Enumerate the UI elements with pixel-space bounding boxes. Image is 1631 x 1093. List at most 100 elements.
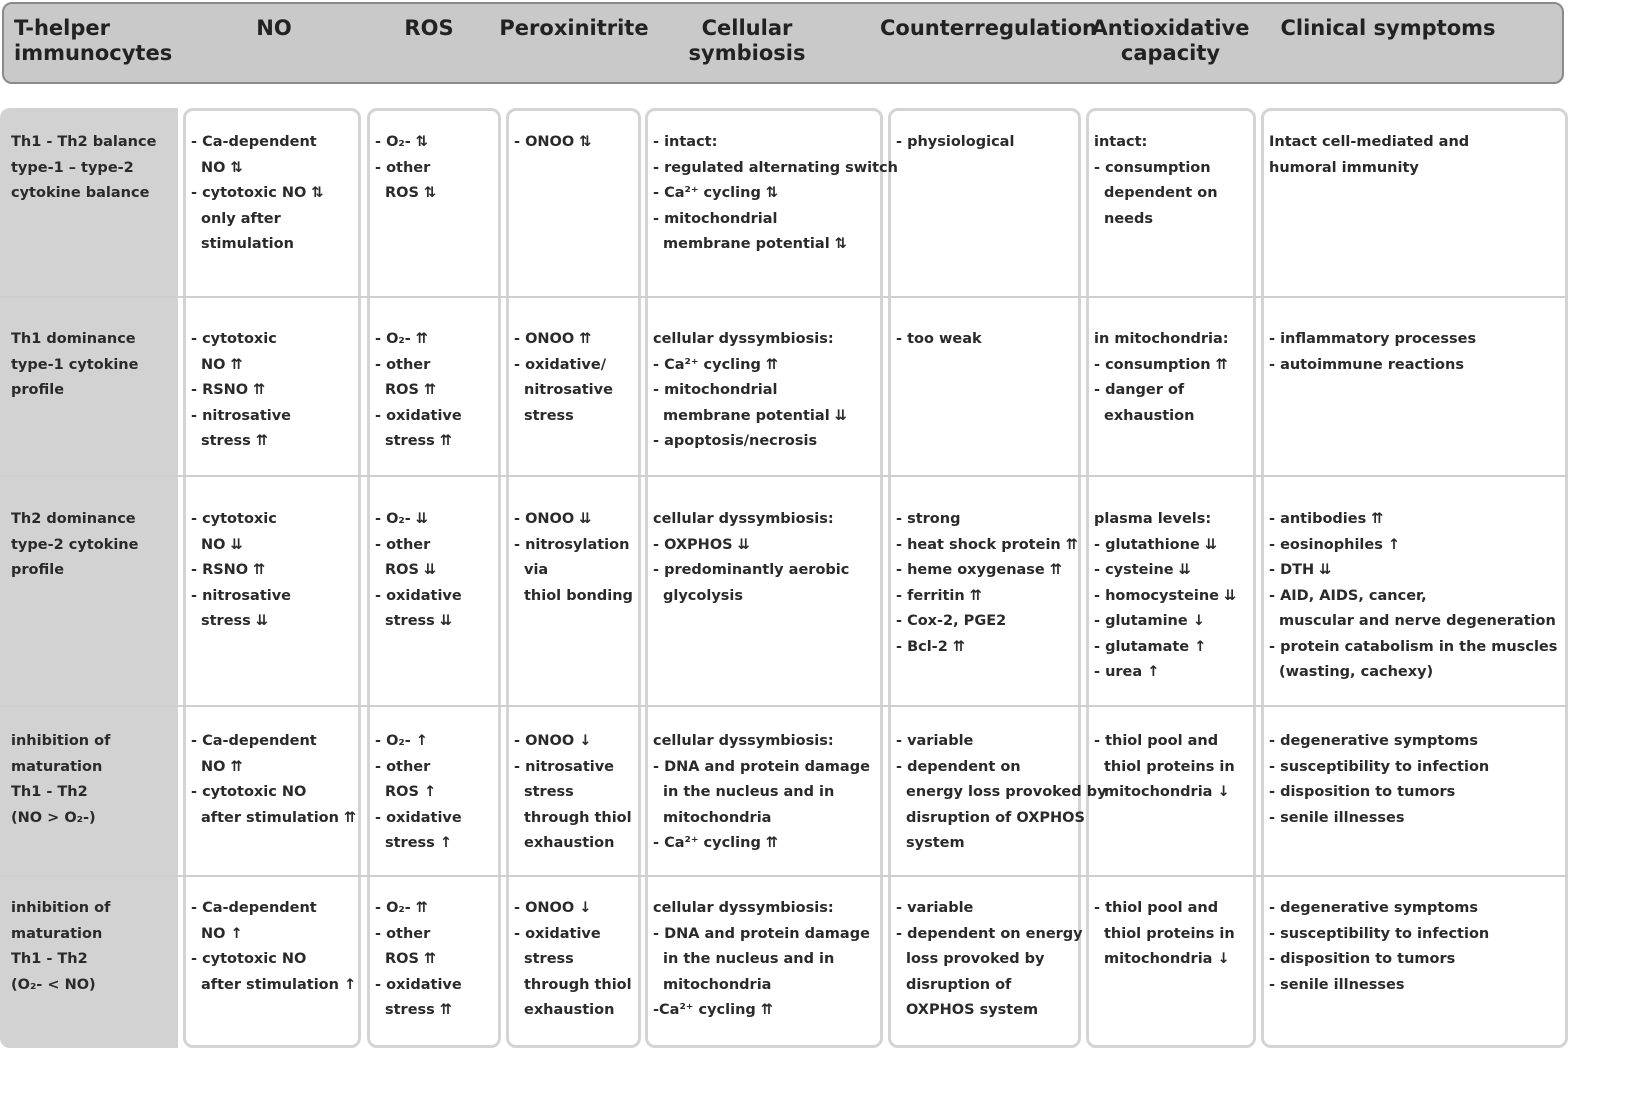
cell-line: type-1 cytokine: [11, 356, 139, 373]
cell-line: - RSNO ⇈: [191, 562, 266, 578]
cell-line: - protein catabolism in the muscles: [1269, 638, 1558, 655]
cell-line: mitochondria ↓: [1104, 951, 1230, 967]
cell-line: - mitochondrial: [653, 382, 778, 398]
cell-line: - senile illnesses: [1269, 976, 1405, 993]
cell-line: - other: [375, 159, 431, 176]
header-cellular-symbiosis: Cellular symbiosis: [647, 16, 847, 66]
cell-line: exhaustion: [524, 835, 615, 851]
cell-line: - variable: [896, 900, 974, 916]
cell-line: - too weak: [896, 331, 982, 347]
cell-line: stress: [524, 784, 574, 800]
cell-line: NO ⇊: [201, 536, 243, 553]
cell-counterregulation: - too weak: [896, 327, 982, 353]
cell-line: - O₂- ↑: [375, 733, 428, 749]
cell-line: - apoptosis/necrosis: [653, 433, 818, 449]
table-header: T-helper immunocytes NO ROS Peroxinitrite Cel…: [2, 2, 1564, 84]
header-no: NO: [185, 16, 363, 41]
cell-line: - oxidative: [375, 809, 462, 826]
cell-line: ROS ↑: [385, 784, 437, 800]
cell-line: - eosinophiles ↑: [1269, 536, 1401, 553]
cell-line: maturation: [11, 925, 103, 942]
header-antioxidative-capacity: Antioxidative capacity: [1088, 16, 1253, 66]
cell-cellular-symbiosis: cellular dyssymbiosis: - DNA and protein …: [653, 896, 870, 1024]
cell-cellular-symbiosis: cellular dyssymbiosis: - OXPHOS ⇊ - predom…: [653, 507, 849, 609]
cell-line: glycolysis: [663, 587, 744, 604]
row-label: Th2 dominance type-2 cytokine profile: [11, 507, 138, 584]
cell-line: - Ca²⁺ cycling ⇅: [653, 185, 779, 201]
cell-line: - glutamate ↑: [1094, 638, 1207, 655]
cell-line: NO ⇈: [201, 758, 243, 775]
header-text: Counterregulation: [880, 16, 1097, 40]
row-divider: [0, 875, 1568, 877]
cell-line: stress ⇈: [201, 433, 269, 449]
cell-peroxinitrite: - ONOO ↓ - oxidative stress through thiol…: [514, 896, 632, 1024]
column-clinical-symptoms: [1261, 108, 1568, 1048]
cell-line: exhaustion: [524, 1002, 615, 1018]
cell-line: - cytotoxic NO: [191, 951, 307, 967]
cell-antioxidative-capacity: plasma levels: - glutathione ⇊ - cysteine …: [1094, 507, 1236, 686]
cell-cellular-symbiosis: - intact: - regulated alternating switch -…: [653, 130, 898, 258]
cell-line: - OXPHOS ⇊: [653, 536, 750, 553]
cell-line: loss provoked by: [906, 951, 1045, 967]
cell-line: Th1 - Th2: [11, 951, 88, 967]
cell-line: - nitrosylation: [514, 536, 630, 553]
cell-line: - Cox-2, PGE2: [896, 613, 1007, 629]
cell-line: (wasting, cachexy): [1279, 664, 1434, 680]
cell-line: - homocysteine ⇊: [1094, 587, 1237, 604]
cell-line: thiol proteins in: [1104, 925, 1235, 942]
column-antioxidative-capacity: [1086, 108, 1256, 1048]
cell-line: - ONOO ↓: [514, 900, 592, 916]
cell-ros: - O₂- ⇈ - other ROS ⇈ - oxidative stress ⇈: [375, 327, 462, 455]
cell-line: after stimulation ↑: [201, 976, 357, 993]
cell-line: - ferritin ⇈: [896, 587, 982, 604]
cell-line: - oxidative/: [514, 356, 606, 373]
cell-no: - Ca-dependent NO ↑ - cytotoxic NO after …: [191, 896, 356, 998]
cell-line: - mitochondrial: [653, 210, 778, 227]
cell-line: in the nucleus and in: [663, 951, 835, 967]
cell-line: Th2 dominance: [11, 511, 136, 527]
cell-line: system: [906, 835, 965, 851]
cell-line: cellular dyssymbiosis:: [653, 511, 834, 527]
cell-antioxidative-capacity: intact: - consumption dependent on needs: [1094, 130, 1218, 232]
cell-line: - AID, AIDS, cancer,: [1269, 587, 1427, 604]
header-text: Peroxinitrite: [499, 16, 649, 40]
cell-line: plasma levels:: [1094, 511, 1212, 527]
cell-line: profile: [11, 562, 65, 578]
cell-line: (NO > O₂-): [11, 809, 96, 826]
cell-line: cellular dyssymbiosis:: [653, 733, 834, 749]
cell-line: - consumption: [1094, 159, 1211, 176]
cell-line: - cytotoxic NO ⇅: [191, 185, 324, 201]
cell-antioxidative-capacity: in mitochondria: - consumption ⇈ - danger …: [1094, 327, 1229, 429]
cell-line: - ONOO ⇅: [514, 134, 592, 150]
cell-line: - oxidative: [375, 407, 462, 424]
cell-line: type-1 – type-2: [11, 159, 134, 176]
cell-line: - dependent on energy: [896, 925, 1083, 942]
cell-line: mitochondria: [663, 809, 772, 826]
cell-line: - other: [375, 925, 431, 942]
cell-no: - Ca-dependent NO ⇈ - cytotoxic NO after …: [191, 729, 356, 831]
cell-line: - cytotoxic: [191, 511, 277, 527]
cell-line: - nitrosative: [191, 407, 292, 424]
header-clinical-symptoms: Clinical symptoms: [1263, 16, 1513, 41]
cell-cellular-symbiosis: cellular dyssymbiosis: - DNA and protein …: [653, 729, 870, 857]
cell-line: stress: [524, 407, 574, 424]
cell-line: - autoimmune reactions: [1269, 356, 1464, 373]
cell-no: - Ca-dependent NO ⇅ - cytotoxic NO ⇅ only…: [191, 130, 324, 258]
cell-line: - glutathione ⇊: [1094, 536, 1217, 553]
cell-line: nitrosative: [524, 382, 613, 398]
cell-counterregulation: - physiological: [896, 130, 1014, 156]
cell-line: inhibition of: [11, 733, 111, 749]
cell-line: humoral immunity: [1269, 159, 1419, 176]
cell-line: - intact:: [653, 134, 718, 150]
cell-clinical-symptoms: - inflammatory processes - autoimmune rea…: [1269, 327, 1476, 378]
cell-line: muscular and nerve degeneration: [1279, 613, 1556, 629]
cell-line: OXPHOS system: [906, 1002, 1039, 1018]
cell-ros: - O₂- ⇈ - other ROS ⇈ - oxidative stress ⇈: [375, 896, 462, 1024]
cell-line: disruption of: [906, 976, 1012, 993]
header-text: symbiosis: [688, 41, 806, 65]
header-text: immunocytes: [14, 41, 173, 65]
header-t-helper: T-helper immunocytes: [14, 16, 184, 66]
cell-line: -Ca²⁺ cycling ⇈: [653, 1002, 773, 1018]
column-no: [183, 108, 361, 1048]
cell-clinical-symptoms: - degenerative symptoms - susceptibility …: [1269, 729, 1489, 831]
